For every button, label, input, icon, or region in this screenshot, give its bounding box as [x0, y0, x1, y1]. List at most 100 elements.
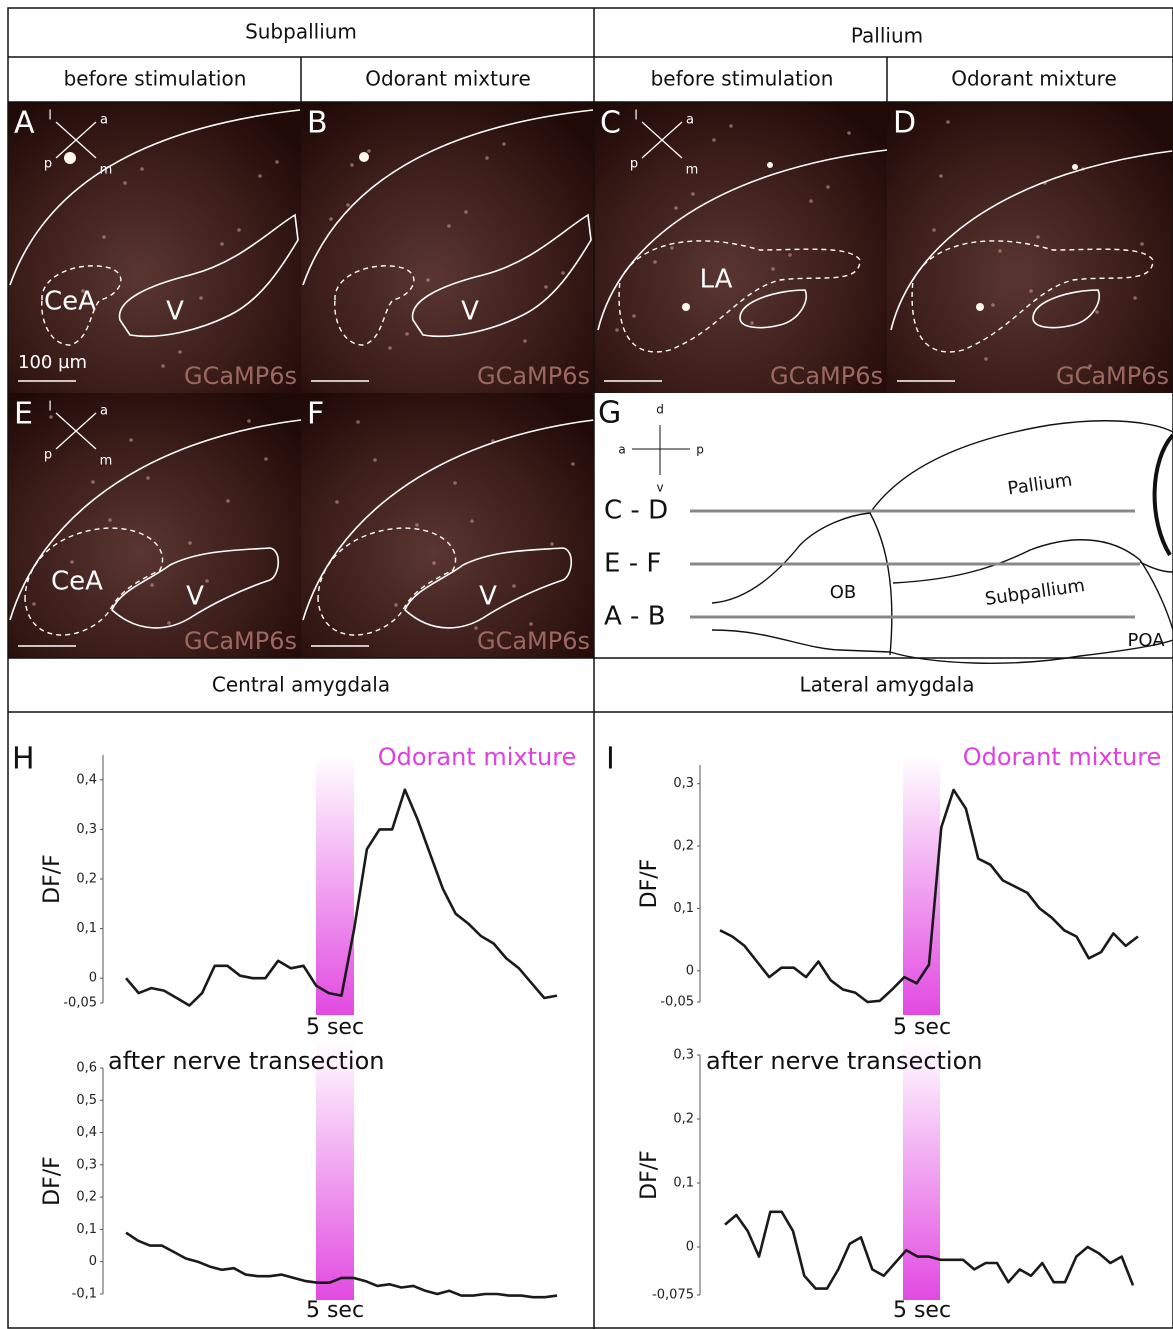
orientation-label: l: [48, 109, 52, 124]
section-label: E - F: [604, 549, 661, 579]
cell: [102, 235, 106, 239]
cell: [129, 438, 133, 442]
cell: [750, 321, 754, 325]
cell: [474, 626, 478, 630]
y-tick-label: 0: [686, 1240, 694, 1255]
column-header: Odorant mixture: [951, 67, 1117, 91]
cell: [1088, 364, 1092, 368]
cell: [998, 249, 1002, 253]
panel-letter: D: [893, 106, 916, 141]
scale-bar-label: 100 µm: [18, 352, 87, 373]
bright-cell: [682, 303, 690, 311]
micrograph: [301, 393, 594, 658]
y-tick-label: 0,1: [76, 1222, 97, 1237]
panel-letter: B: [307, 106, 328, 141]
orientation-label: p: [44, 157, 52, 172]
orientation-label: l: [48, 400, 52, 415]
scale-label: 5 sec: [893, 1298, 951, 1323]
micrograph: [301, 102, 594, 393]
cell: [205, 579, 209, 583]
cell: [367, 149, 371, 153]
micrograph: [887, 102, 1173, 393]
orientation-label: p: [44, 448, 52, 463]
cell: [1029, 289, 1033, 293]
y-tick-label: 0,4: [76, 772, 97, 787]
cell: [984, 357, 988, 361]
y-tick-label: 0,2: [673, 839, 694, 854]
cell: [247, 419, 251, 423]
region-label: OB: [830, 582, 857, 603]
orientation-label: p: [696, 443, 704, 457]
cell: [826, 185, 830, 189]
cell: [571, 462, 575, 466]
cell: [26, 120, 30, 124]
orientation-arrow: [55, 121, 97, 159]
orientation-arrow: [55, 412, 97, 450]
region-label: V: [461, 297, 479, 327]
panel-letter: F: [307, 397, 324, 432]
cell: [615, 328, 619, 332]
cell: [373, 458, 377, 462]
y-tick-label: 0,1: [673, 901, 694, 916]
micrograph: [8, 102, 301, 393]
data-line: [125, 788, 558, 1007]
cell: [485, 156, 489, 160]
cell: [1095, 310, 1099, 314]
bright-cell: [767, 162, 773, 168]
cell: [146, 476, 150, 480]
panel-letter: A: [14, 106, 35, 141]
y-tick-label: -0,1: [72, 1287, 97, 1302]
cell: [426, 278, 430, 282]
orientation-label: m: [686, 163, 699, 178]
cell: [329, 217, 333, 221]
stimulus-label: Odorant mixture: [378, 743, 577, 771]
y-tick-label: 0,3: [76, 1157, 97, 1172]
cell: [70, 560, 74, 564]
section-title: Lateral amygdala: [800, 673, 975, 697]
orientation-label: l: [634, 109, 638, 124]
cell: [346, 203, 350, 207]
cell: [502, 142, 506, 146]
cell: [670, 246, 674, 250]
cell: [123, 181, 127, 185]
orientation-label: a: [100, 404, 108, 419]
orientation-label: a: [100, 113, 108, 128]
section-label: A - B: [604, 602, 666, 632]
cell: [188, 541, 192, 545]
cell: [946, 120, 950, 124]
marker-label: GCaMP6s: [770, 362, 883, 390]
cell: [470, 519, 474, 523]
cell: [464, 210, 468, 214]
outlines: [597, 149, 888, 353]
header: Pallium: [851, 24, 923, 48]
marker-label: GCaMP6s: [1056, 362, 1169, 390]
y-tick-label: 0,1: [673, 1176, 694, 1191]
cell: [632, 314, 636, 318]
orientation-label: d: [656, 403, 664, 417]
cell: [64, 303, 68, 307]
y-tick-label: 0,2: [76, 872, 97, 887]
grid-frame: [7, 7, 1173, 1329]
y-tick-label: -0,075: [652, 1288, 694, 1303]
marker-label: GCaMP6s: [184, 627, 297, 655]
outlines: [9, 419, 302, 636]
column-header: before stimulation: [64, 67, 247, 91]
section-label: C - D: [604, 496, 668, 526]
cell: [199, 296, 203, 300]
cell: [674, 206, 678, 210]
region-label: V: [186, 582, 204, 612]
cell: [81, 289, 85, 293]
cell: [264, 457, 268, 461]
cell: [1140, 242, 1144, 246]
cell: [691, 192, 695, 196]
stimulus-band: [316, 755, 354, 1015]
cell: [140, 167, 144, 171]
cell: [1036, 235, 1040, 239]
stimulus-band: [903, 1040, 940, 1300]
orientation-label: m: [100, 454, 113, 469]
chart-subtitle: after nerve transection: [108, 1047, 384, 1075]
region-label: V: [479, 582, 497, 612]
y-tick-label: 0,5: [76, 1093, 97, 1108]
cell: [512, 584, 516, 588]
